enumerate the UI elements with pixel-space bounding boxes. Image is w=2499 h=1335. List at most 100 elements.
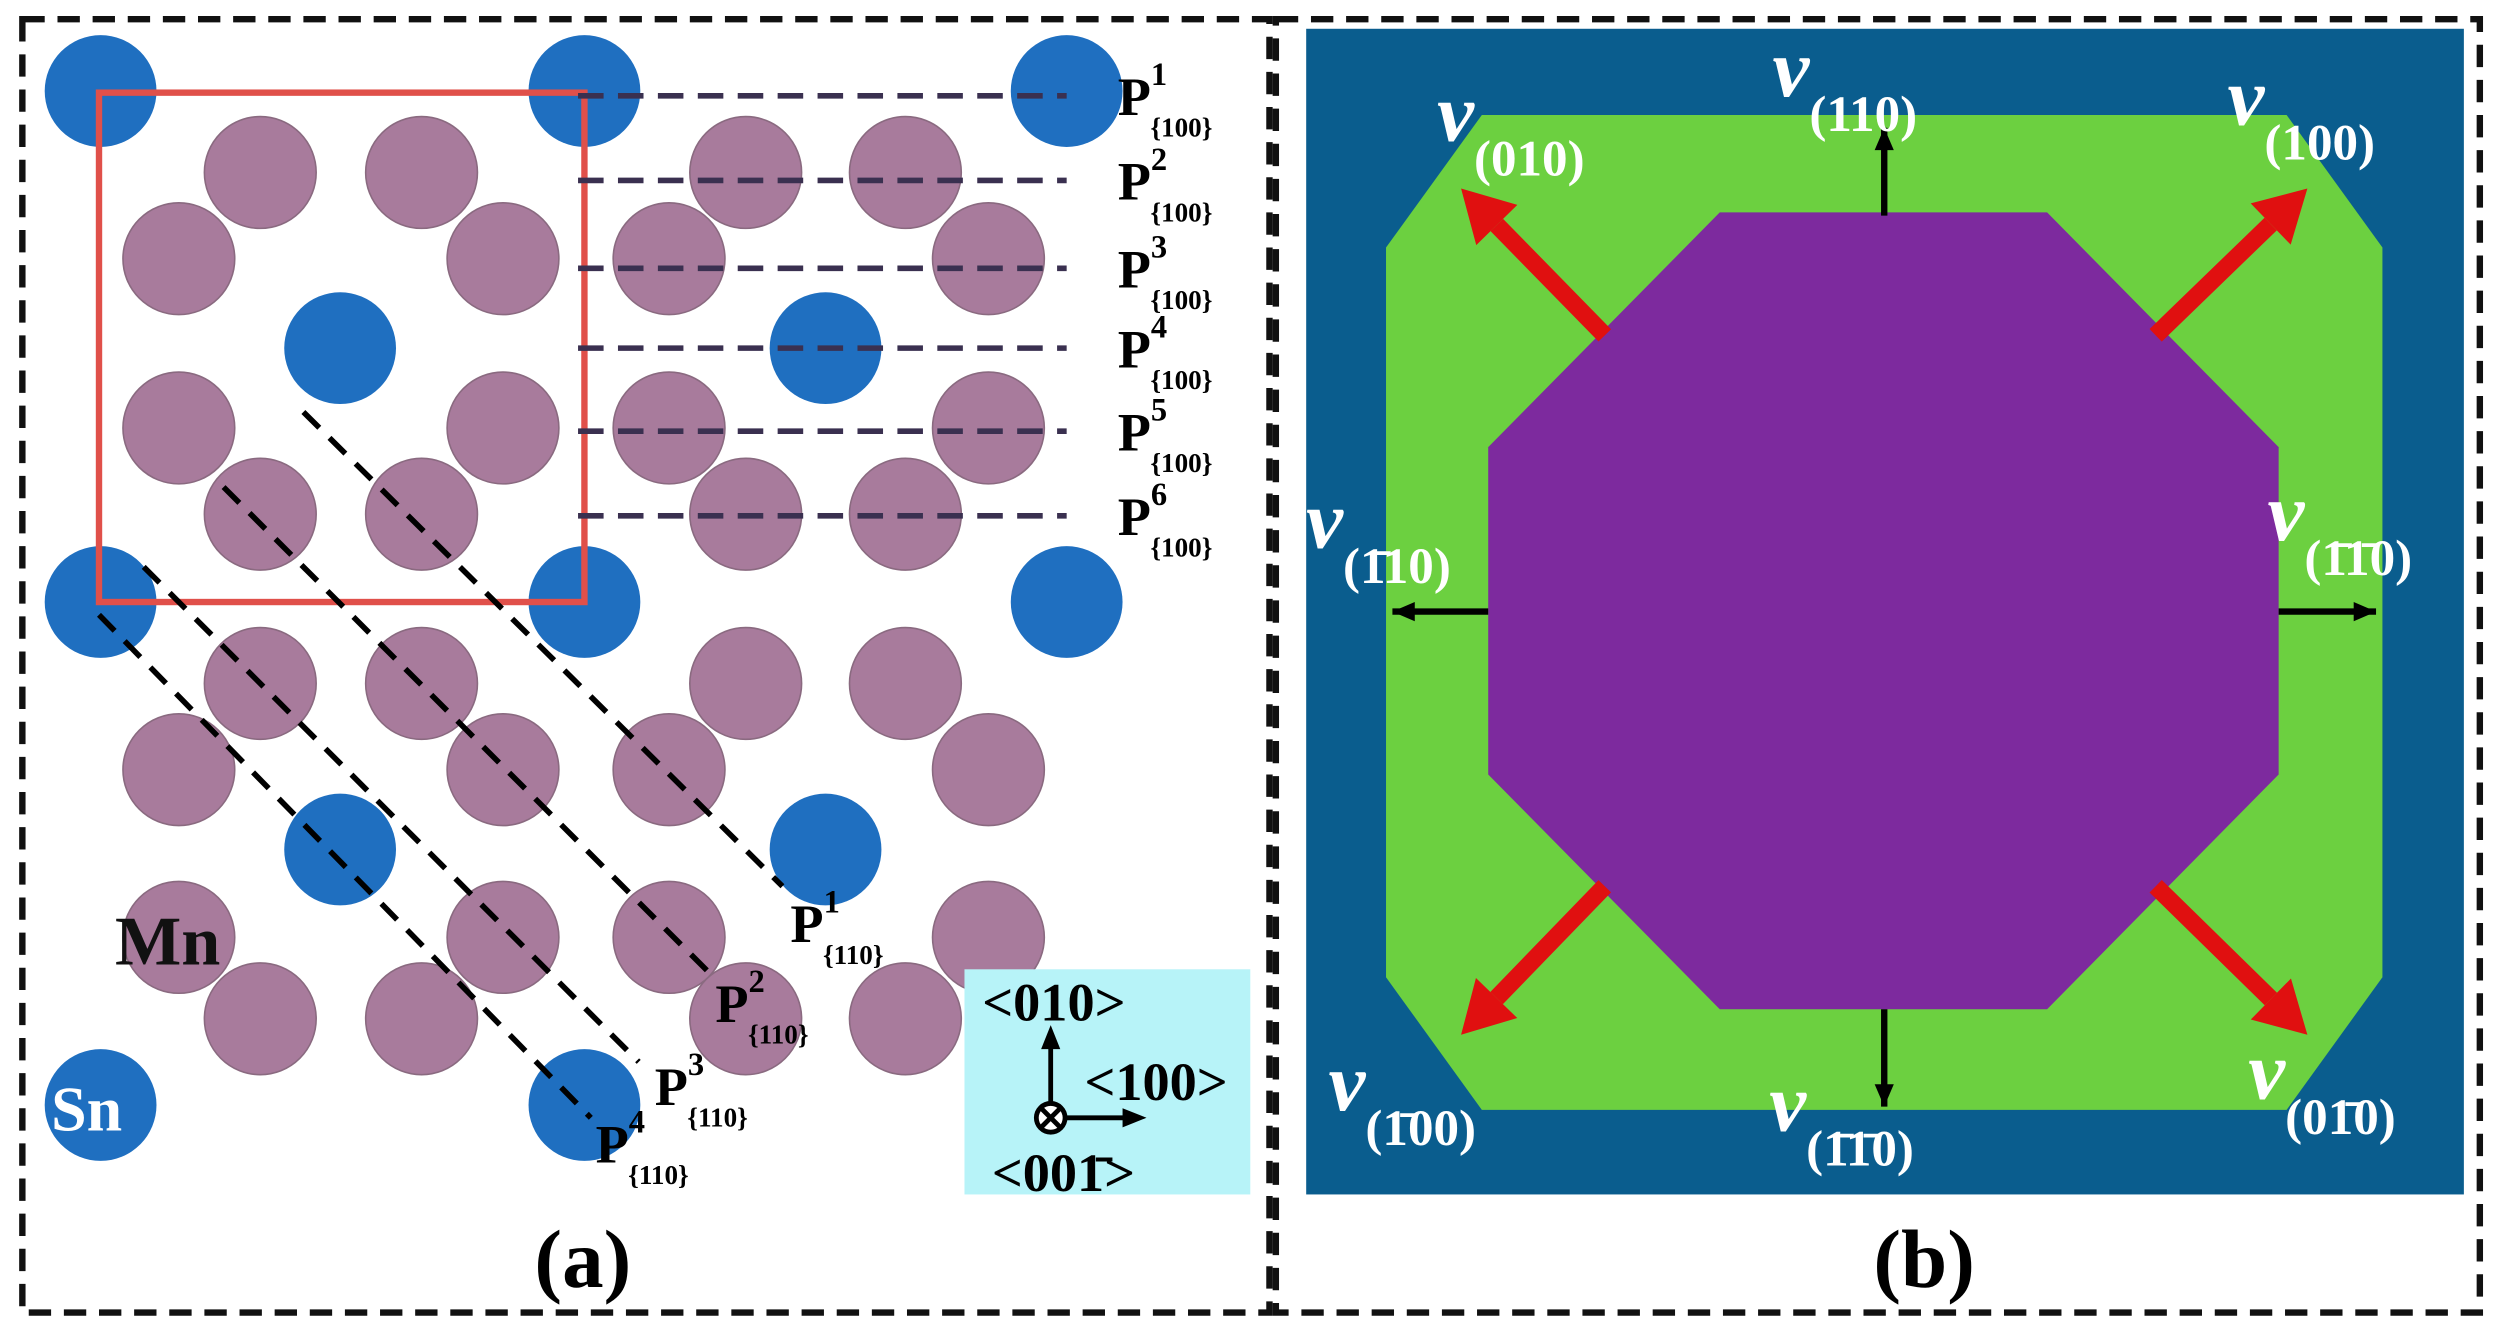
- plane-symbol: P: [596, 1115, 629, 1175]
- growth-arrow-fast: [1490, 218, 1612, 342]
- mn-atom: [446, 202, 560, 316]
- plane-line-110: [141, 564, 641, 1064]
- plane-label: P4 {100}: [1118, 309, 1213, 395]
- plane-label: P2 {100}: [1118, 142, 1213, 228]
- velocity-symbol: v: [1329, 1036, 1367, 1128]
- sn-atom: [1010, 546, 1123, 658]
- velocity-symbol: v: [1306, 474, 1344, 566]
- mn-atom: [364, 457, 479, 571]
- plane-index: 2: [1151, 142, 1167, 178]
- panel-a: P1 {100}P2 {100}P3 {100}P4 {100}P5 {100}P6 {10…: [44, 35, 1213, 1305]
- plane-index: 1: [1151, 57, 1167, 93]
- velocity-label: v(1̄1̄0): [1769, 1057, 1914, 1178]
- arrow-head: [1392, 602, 1415, 622]
- velocity-label: v(010): [1437, 67, 1585, 188]
- plane-family: {100}: [1150, 113, 1212, 143]
- sn-atom: [44, 1049, 157, 1161]
- plane-symbol: P: [1118, 67, 1151, 127]
- velocity-symbol: v: [2228, 51, 2266, 143]
- plane-label: P3 {100}: [1118, 230, 1213, 316]
- arrow-head: [2353, 602, 2377, 622]
- plane-index: 4: [629, 1105, 645, 1141]
- velocity-plane: (110): [1809, 86, 1917, 143]
- plane-index: 4: [1151, 309, 1167, 345]
- velocity-symbol: v: [1772, 22, 1810, 114]
- growth-arrow-fast: [2149, 879, 2278, 1006]
- mn-atom: [364, 962, 479, 1076]
- plane-index: 2: [749, 964, 765, 1000]
- plane-symbol: P: [1118, 239, 1151, 299]
- velocity-label: v(01̄0): [2248, 1025, 2396, 1146]
- plane-symbol: P: [1118, 402, 1151, 462]
- velocity-symbol: v: [1437, 67, 1475, 159]
- mn-atom: [689, 962, 803, 1076]
- velocity-plane: (01̄0): [2285, 1089, 2396, 1146]
- plane-family: {100}: [1150, 285, 1212, 315]
- velocity-label: v(1̄1̄0): [2267, 466, 2412, 587]
- plane-label: P2 {110}: [715, 964, 808, 1050]
- atom-label: Mn: [115, 903, 220, 981]
- velocity-plane: (010): [1474, 131, 1585, 188]
- mn-atom: [446, 713, 560, 827]
- panel-b-border: [1272, 16, 2484, 1316]
- plane-index: 1: [824, 884, 840, 920]
- panel-a-border: [19, 16, 1273, 1316]
- velocity-symbol: v: [1769, 1057, 1807, 1149]
- plane-symbol: P: [790, 894, 823, 954]
- mn-atom: [689, 115, 803, 230]
- plane-family: {100}: [1150, 448, 1212, 478]
- arrow-head: [1461, 188, 1518, 246]
- mn-atom: [203, 457, 317, 571]
- plane-label: P5 {100}: [1118, 392, 1213, 478]
- plane-label: P1 {110}: [790, 884, 883, 970]
- velocity-plane: (1̄1̄0): [2304, 530, 2412, 587]
- plane-label: P1 {100}: [1118, 57, 1213, 143]
- plane-index: 6: [1151, 477, 1167, 513]
- velocity-plane: (100): [2264, 115, 2375, 172]
- mn-atom: [612, 713, 726, 827]
- arrow-head: [1874, 1084, 1894, 1107]
- axis-label: <001̄>: [992, 1143, 1135, 1203]
- plane-line-110: [221, 485, 713, 977]
- arrow-head: [2250, 978, 2308, 1035]
- mn-atom: [689, 626, 803, 741]
- inner-octagon: [1488, 212, 2279, 1010]
- axis-label: <100>: [1084, 1052, 1227, 1112]
- arrow-head: [1461, 978, 1518, 1035]
- plane-line-110: [301, 410, 785, 889]
- panel-label: (a): [534, 1213, 631, 1305]
- plane-family: {110}: [687, 1103, 748, 1133]
- mn-atom: [848, 626, 963, 741]
- plane-family: {100}: [1150, 365, 1212, 395]
- velocity-plane: (1̄00): [1365, 1100, 1476, 1157]
- growth-arrow-fast: [1490, 880, 1612, 1005]
- mn-atom: [122, 880, 236, 995]
- panel-b: v(110)v(010)v(100)v(1̄10)v(1̄1̄0)v(1̄00)…: [1306, 22, 2412, 1305]
- arrow-head: [1122, 1108, 1147, 1128]
- velocity-label: v(1̄10): [1306, 474, 1451, 595]
- mn-atom: [848, 962, 963, 1076]
- mn-atom: [122, 371, 236, 485]
- plane-line-110: [97, 612, 593, 1120]
- plane-family: {110}: [748, 1020, 809, 1050]
- plane-family: {110}: [628, 1160, 689, 1190]
- plane-symbol: P: [715, 974, 748, 1034]
- mn-atom: [612, 202, 726, 316]
- plane-symbol: P: [655, 1057, 688, 1117]
- mn-atom: [612, 880, 726, 995]
- arrow-head: [2250, 188, 2308, 245]
- sn-atom: [284, 793, 397, 906]
- sn-atom: [769, 793, 882, 906]
- plane-symbol: P: [1118, 152, 1151, 212]
- sn-atom: [528, 1049, 641, 1161]
- plane-symbol: P: [1118, 319, 1151, 379]
- mn-atom: [203, 115, 317, 230]
- arrow-head: [1874, 127, 1894, 151]
- sn-atom: [284, 292, 397, 405]
- mn-atom: [122, 713, 236, 827]
- mn-atom: [848, 115, 963, 230]
- velocity-plane: (1̄1̄0): [1806, 1121, 1914, 1178]
- mn-atom: [364, 115, 479, 230]
- mn-atom: [446, 371, 560, 485]
- panel-label: (b): [1873, 1213, 1974, 1305]
